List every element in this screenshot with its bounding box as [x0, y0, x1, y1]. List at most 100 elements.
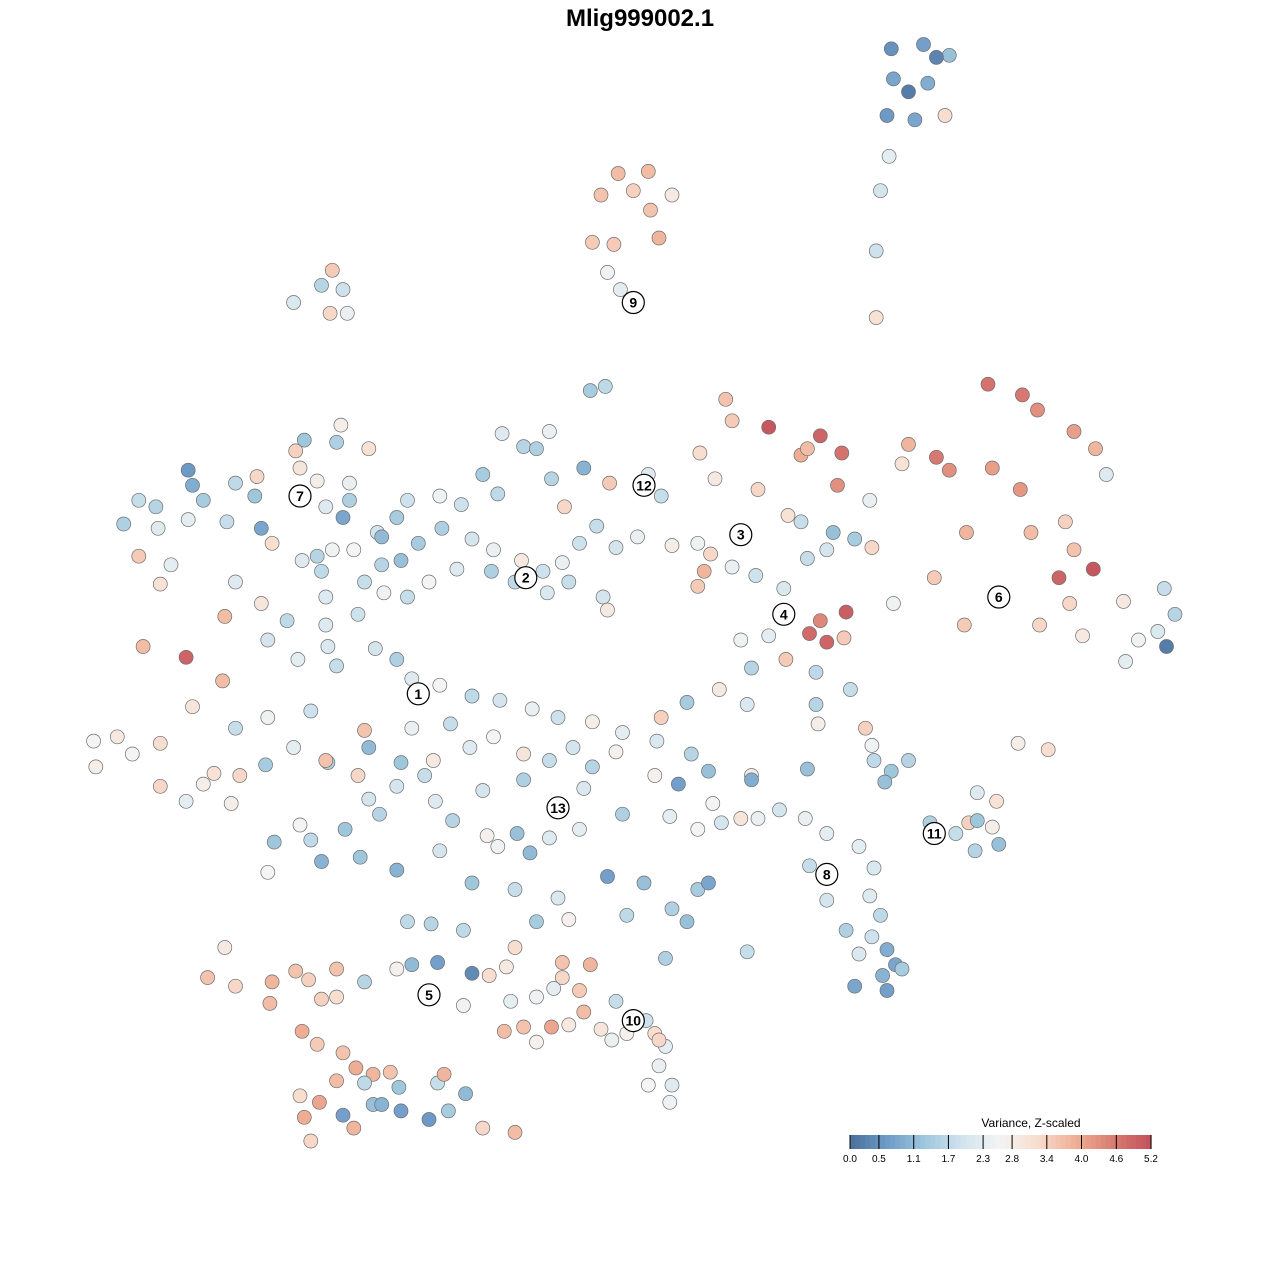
- data-point: [464, 531, 480, 547]
- data-point: [247, 488, 263, 504]
- data-point: [217, 609, 233, 624]
- legend-title: Variance, Z-scaled: [981, 1116, 1080, 1130]
- data-point: [428, 793, 443, 809]
- data-point: [546, 981, 562, 996]
- data-point: [1010, 735, 1026, 751]
- data-point: [361, 441, 377, 457]
- data-point: [780, 508, 796, 523]
- data-point: [608, 540, 624, 555]
- data-point: [615, 806, 630, 822]
- data-point: [1051, 570, 1067, 586]
- cluster-number: 4: [780, 606, 788, 622]
- data-point: [653, 710, 669, 725]
- cluster-number: 8: [823, 866, 831, 882]
- data-point: [404, 957, 420, 973]
- data-point: [443, 716, 458, 732]
- data-point: [664, 538, 680, 553]
- data-point: [516, 772, 531, 788]
- legend-swatch: [1120, 1135, 1127, 1149]
- data-point: [335, 1107, 351, 1123]
- data-point: [991, 836, 1007, 852]
- data-point: [901, 437, 916, 452]
- data-point: [886, 71, 901, 87]
- data-point: [544, 471, 559, 487]
- cluster-number: 1: [414, 686, 422, 702]
- data-point: [391, 1079, 407, 1095]
- data-point: [529, 1034, 544, 1050]
- data-point: [830, 477, 845, 493]
- data-point: [662, 809, 678, 824]
- data-point: [318, 499, 334, 515]
- data-point: [640, 1077, 656, 1093]
- data-point: [929, 50, 944, 65]
- data-point: [875, 968, 890, 983]
- data-point: [550, 890, 566, 906]
- data-point: [376, 585, 392, 601]
- cluster-number: 11: [927, 826, 942, 842]
- data-point: [475, 783, 491, 798]
- data-point: [724, 413, 740, 429]
- data-point: [572, 535, 587, 551]
- data-point: [812, 428, 828, 444]
- data-point: [178, 793, 194, 809]
- data-point: [228, 720, 243, 736]
- legend-swatch: [1020, 1135, 1027, 1149]
- data-point: [980, 376, 996, 392]
- data-point: [690, 578, 706, 594]
- cluster-label-9: 9: [621, 290, 645, 315]
- data-point: [514, 553, 529, 568]
- data-point: [572, 983, 587, 998]
- legend-swatch: [995, 1135, 1002, 1149]
- legend-tick-label: 2.3: [976, 1154, 990, 1165]
- legend-swatch: [965, 1135, 971, 1149]
- data-point: [228, 475, 243, 491]
- data-point: [509, 826, 525, 841]
- legend-swatch: [1010, 1135, 1017, 1149]
- data-point: [329, 961, 344, 977]
- data-point: [1131, 632, 1146, 648]
- data-point: [744, 660, 759, 676]
- data-point: [124, 746, 140, 762]
- data-point: [350, 768, 366, 783]
- data-point: [1062, 596, 1078, 611]
- data-point: [361, 791, 377, 807]
- data-point: [286, 740, 301, 755]
- data-point: [324, 262, 340, 278]
- legend-swatch: [1040, 1135, 1047, 1149]
- data-point: [956, 617, 972, 633]
- data-point: [301, 972, 316, 988]
- data-point: [1118, 654, 1133, 669]
- data-point: [690, 882, 706, 897]
- data-point: [314, 277, 329, 293]
- legend-colorbar: [850, 1135, 1152, 1149]
- data-point: [425, 753, 441, 768]
- legend-swatch: [1065, 1135, 1072, 1149]
- data-point: [195, 776, 211, 792]
- data-point: [724, 559, 740, 575]
- data-point: [589, 518, 605, 534]
- data-point: [733, 632, 749, 648]
- data-point: [664, 901, 680, 917]
- data-point: [776, 581, 792, 596]
- color-legend: Variance, Z-scaled 0.0 0.5 1.1 1.7 2.3 2.8 3.4…: [843, 1116, 1158, 1165]
- legend-swatch: [940, 1135, 946, 1149]
- data-point: [314, 854, 329, 869]
- legend-swatch: [895, 1135, 901, 1149]
- data-point: [797, 811, 813, 826]
- data-point: [116, 516, 132, 532]
- legend-tick-label: 4.0: [1075, 1154, 1089, 1165]
- legend-swatch: [865, 1135, 871, 1149]
- legend-swatch: [985, 1135, 992, 1149]
- legend-tick-label: 5.2: [1144, 1154, 1158, 1165]
- data-point: [264, 974, 280, 990]
- data-point: [324, 542, 340, 558]
- data-point: [984, 819, 1000, 835]
- data-point: [458, 1086, 473, 1102]
- legend-swatch: [1115, 1135, 1122, 1149]
- data-point: [862, 492, 878, 508]
- legend-swatch: [950, 1135, 956, 1149]
- chart-title: Mlig999002.1: [566, 5, 714, 32]
- legend-swatch: [1030, 1135, 1037, 1149]
- data-point: [554, 555, 570, 570]
- data-point: [492, 692, 508, 708]
